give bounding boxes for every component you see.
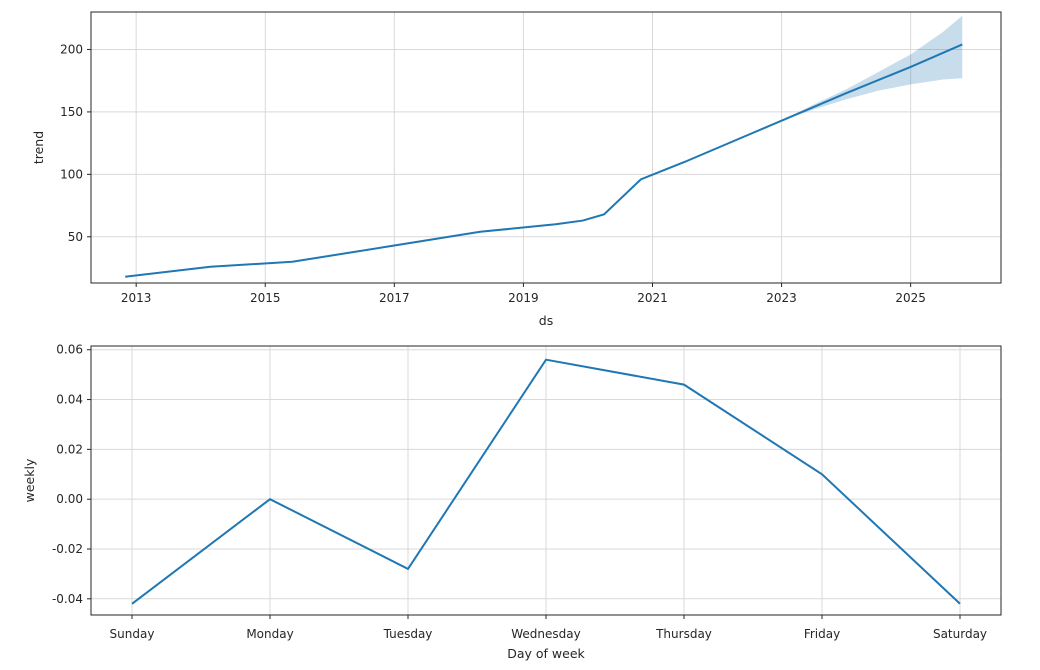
- weekly-series-line: [131, 358, 961, 605]
- weekly-x-tick-label: Saturday: [933, 627, 987, 641]
- trend-uncertainty-band: [781, 15, 963, 121]
- weekly-x-tick-label: Friday: [804, 627, 840, 641]
- trend-x-tick-label: 2015: [250, 291, 281, 305]
- trend-x-ticks: 2013 2015 2017 2019 2021 2023 2025: [121, 283, 926, 305]
- trend-x-tick-label: 2013: [121, 291, 152, 305]
- trend-y-tick-label: 200: [60, 42, 83, 56]
- weekly-x-tick-label: Wednesday: [511, 627, 580, 641]
- weekly-gridlines: [91, 346, 1001, 615]
- trend-gridlines: [91, 12, 1001, 283]
- trend-series-line: [125, 43, 963, 278]
- weekly-x-axis-label: Day of week: [507, 646, 585, 661]
- trend-x-axis-label: ds: [539, 313, 553, 328]
- trend-y-ticks: 50 100 150 200: [60, 42, 91, 244]
- weekly-y-tick-label: 0.02: [56, 442, 83, 456]
- weekly-y-tick-label: 0.04: [56, 393, 83, 407]
- weekly-x-tick-label: Sunday: [110, 627, 155, 641]
- weekly-y-axis-label: weekly: [22, 458, 37, 502]
- trend-chart: 2013 2015 2017 2019 2021 2023 2025 50 100 150 200…: [31, 11, 1002, 328]
- trend-x-tick-label: 2023: [766, 291, 797, 305]
- trend-y-tick-label: 150: [60, 105, 83, 119]
- weekly-chart: Sunday Monday Tuesday Wednesday Thursday Frid…: [22, 343, 1002, 661]
- trend-x-tick-label: 2021: [637, 291, 668, 305]
- weekly-y-tick-label: 0.00: [56, 492, 83, 506]
- weekly-y-ticks: -0.04 -0.02 0.00 0.02 0.04 0.06: [52, 343, 91, 606]
- trend-y-tick-label: 50: [68, 230, 83, 244]
- trend-x-tick-label: 2025: [895, 291, 926, 305]
- weekly-x-ticks: Sunday Monday Tuesday Wednesday Thursday Frid…: [110, 615, 987, 641]
- weekly-x-tick-label: Thursday: [655, 627, 712, 641]
- weekly-y-tick-label: -0.02: [52, 542, 83, 556]
- trend-plot-frame: [90, 11, 1002, 284]
- weekly-y-tick-label: -0.04: [52, 592, 83, 606]
- trend-y-tick-label: 100: [60, 167, 83, 181]
- weekly-x-tick-label: Monday: [246, 627, 293, 641]
- weekly-y-tick-label: 0.06: [56, 343, 83, 357]
- trend-y-axis-label: trend: [31, 131, 46, 164]
- trend-x-tick-label: 2017: [379, 291, 410, 305]
- weekly-x-tick-label: Tuesday: [383, 627, 433, 641]
- trend-x-tick-label: 2019: [508, 291, 539, 305]
